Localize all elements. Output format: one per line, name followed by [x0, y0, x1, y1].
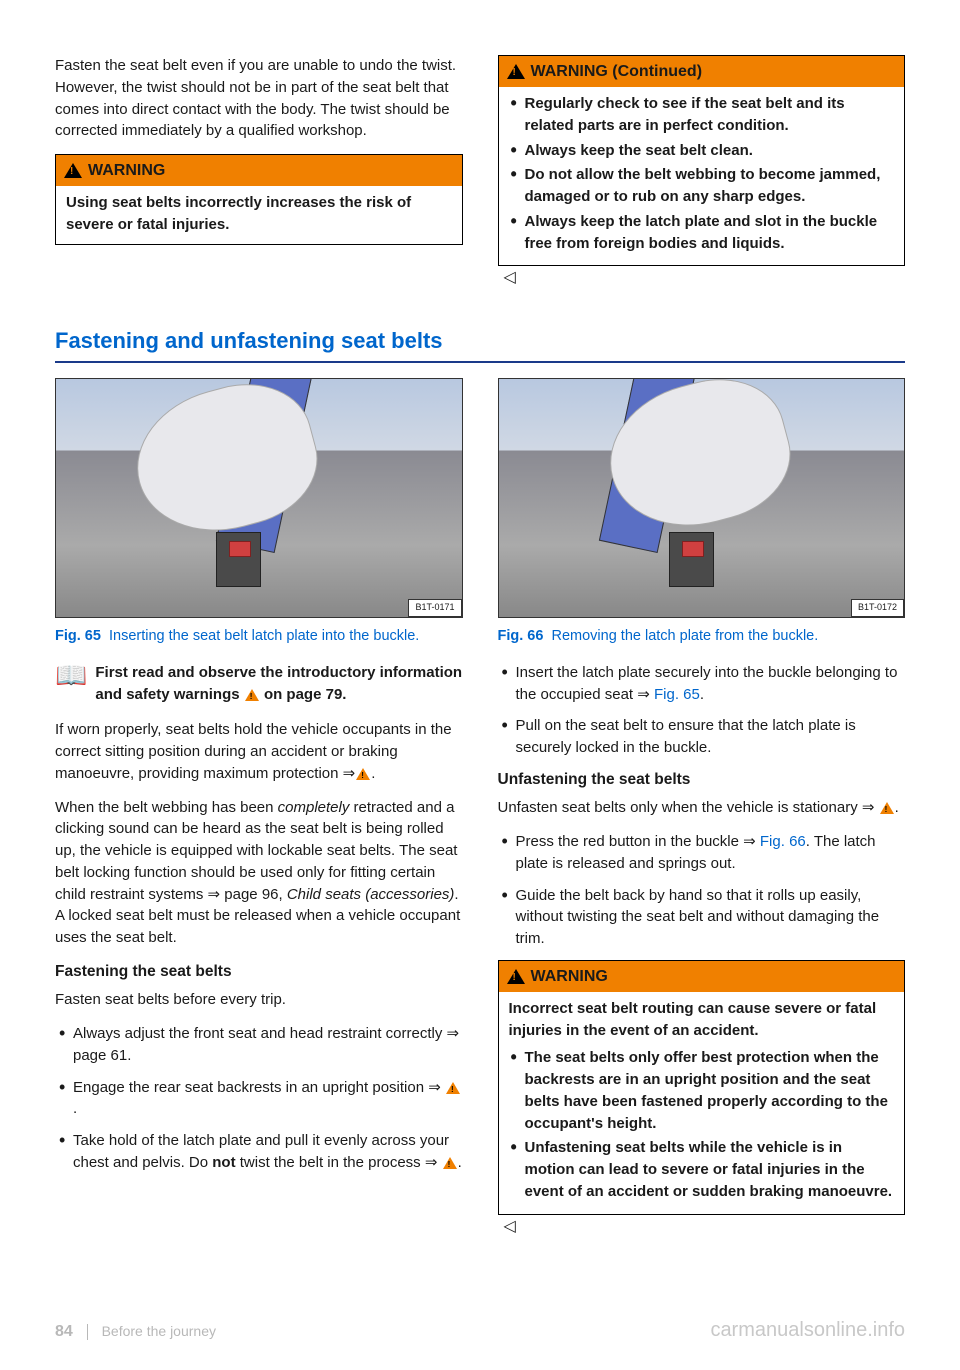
- right-item: Insert the latch plate securely into the…: [498, 662, 906, 706]
- unfasten-item1-a: Press the red button in the buckle ⇒: [516, 833, 756, 850]
- fig66-num: Fig. 66: [498, 628, 544, 644]
- top-right-col: WARNING (Continued) Regularly check to s…: [498, 55, 906, 290]
- warning-body: Using seat belts incorrectly increases t…: [56, 186, 462, 244]
- footer-left: 84 Before the journey: [55, 1320, 216, 1343]
- warning-box-1: WARNING Using seat belts incorrectly inc…: [55, 154, 463, 245]
- fig65-image: B1T-0171: [55, 378, 463, 618]
- body-row: 📖 First read and observe the introductor…: [55, 662, 905, 1238]
- watermark: carmanualsonline.info: [710, 1316, 905, 1345]
- book-icon: 📖: [55, 662, 87, 688]
- read-first-page: on page 79.: [264, 686, 347, 703]
- fasten-item: Always adjust the front seat and head re…: [55, 1023, 463, 1067]
- warning-triangle-icon: [880, 802, 894, 814]
- unfasten-intro-text: Unfasten seat belts only when the vehicl…: [498, 799, 875, 816]
- right-list-1: Insert the latch plate securely into the…: [498, 662, 906, 759]
- section-heading: Fastening and unfastening seat belts: [55, 325, 905, 363]
- body-right-col: Insert the latch plate securely into the…: [498, 662, 906, 1238]
- warning3-header: WARNING: [499, 961, 905, 992]
- warning3-header-text: WARNING: [531, 965, 608, 988]
- page-number: 84: [55, 1323, 73, 1340]
- fig66-caption: Fig. 66 Removing the latch plate from th…: [498, 626, 906, 646]
- warning3-item: The seat belts only offer best protectio…: [509, 1047, 895, 1134]
- warning-triangle-icon: [507, 969, 525, 984]
- fastening-heading: Fastening the seat belts: [55, 961, 463, 983]
- unfasten-list: Press the red button in the buckle ⇒ Fig…: [498, 831, 906, 950]
- para-retract-t1: When the belt webbing has been: [55, 799, 278, 816]
- fasten-intro: Fasten seat belts before every trip.: [55, 989, 463, 1011]
- fig65-tag: B1T-0171: [408, 599, 461, 616]
- warning3-item: Unfastening seat belts while the vehicle…: [509, 1137, 895, 1202]
- warning-triangle-icon: [507, 64, 525, 79]
- body-left-col: 📖 First read and observe the introductor…: [55, 662, 463, 1238]
- figures-row: B1T-0171 Fig. 65 Inserting the seat belt…: [55, 378, 905, 662]
- fig66-caption-text: Removing the latch plate from the buckle…: [552, 628, 819, 644]
- top-row: Fasten the seat belt even if you are una…: [55, 55, 905, 290]
- para-retract: When the belt webbing has been completel…: [55, 797, 463, 949]
- warning-cont-item: Always keep the latch plate and slot in …: [509, 211, 895, 255]
- right-item: Pull on the seat belt to ensure that the…: [498, 715, 906, 759]
- warning-triangle-icon: [245, 689, 259, 701]
- warning3-body: Incorrect seat belt routing can cause se…: [499, 992, 905, 1214]
- warning-cont-item: Do not allow the belt webbing to become …: [509, 164, 895, 208]
- fig65-num: Fig. 65: [55, 628, 101, 644]
- read-first-row: 📖 First read and observe the introductor…: [55, 662, 463, 706]
- top-left-col: Fasten the seat belt even if you are una…: [55, 55, 463, 290]
- fasten-item: Take hold of the latch plate and pull it…: [55, 1130, 463, 1174]
- warning-cont-header-text: WARNING (Continued): [531, 60, 703, 83]
- fig65-caption: Fig. 65 Inserting the seat belt latch pl…: [55, 626, 463, 646]
- para-retract-it2: Child seats (accessories): [287, 886, 455, 903]
- warning-header-text: WARNING: [88, 159, 165, 182]
- section-end-marker: ◁: [504, 1215, 516, 1238]
- fig65-caption-text: Inserting the seat belt latch plate into…: [109, 628, 419, 644]
- fasten-item: Engage the rear seat backrests in an upr…: [55, 1077, 463, 1121]
- warning-cont-header: WARNING (Continued): [499, 56, 905, 87]
- warning-triangle-icon: [446, 1082, 460, 1094]
- warning-cont-item: Regularly check to see if the seat belt …: [509, 93, 895, 137]
- warning3-lead: Incorrect seat belt routing can cause se…: [509, 998, 895, 1042]
- unfasten-item: Guide the belt back by hand so that it r…: [498, 885, 906, 950]
- section-end-marker: ◁: [504, 266, 516, 289]
- warning-triangle-icon: [443, 1157, 457, 1169]
- para-hold-text: If worn properly, seat belts hold the ve…: [55, 721, 452, 782]
- unfasten-item: Press the red button in the buckle ⇒ Fig…: [498, 831, 906, 875]
- read-first-text: First read and observe the introductory …: [95, 662, 462, 706]
- unfasten-intro: Unfasten seat belts only when the vehicl…: [498, 797, 906, 819]
- fasten-list: Always adjust the front seat and head re…: [55, 1023, 463, 1174]
- fasten-item-text: Engage the rear seat backrests in an upr…: [73, 1079, 441, 1096]
- warning-triangle-icon: [356, 768, 370, 780]
- warning-box-3: WARNING Incorrect seat belt routing can …: [498, 960, 906, 1215]
- para-retract-it1: completely: [278, 799, 350, 816]
- unfastening-heading: Unfastening the seat belts: [498, 769, 906, 791]
- fig65-ref-link: Fig. 65: [654, 686, 700, 703]
- warning-triangle-icon: [64, 163, 82, 178]
- fasten-item3-c: twist the belt in the process ⇒: [236, 1154, 438, 1171]
- fig66-image: B1T-0172: [498, 378, 906, 618]
- fig66-ref-link: Fig. 66: [760, 833, 806, 850]
- para-hold: If worn properly, seat belts hold the ve…: [55, 719, 463, 784]
- chapter-name: Before the journey: [102, 1323, 216, 1339]
- fig66-col: B1T-0172 Fig. 66 Removing the latch plat…: [498, 378, 906, 662]
- warning-cont-item: Always keep the seat belt clean.: [509, 140, 895, 162]
- intro-paragraph: Fasten the seat belt even if you are una…: [55, 55, 463, 142]
- warning-box-continued: WARNING (Continued) Regularly check to s…: [498, 55, 906, 266]
- fig66-tag: B1T-0172: [851, 599, 904, 616]
- warning-header: WARNING: [56, 155, 462, 186]
- fig65-col: B1T-0171 Fig. 65 Inserting the seat belt…: [55, 378, 463, 662]
- page-footer: 84 Before the journey carmanualsonline.i…: [55, 1316, 905, 1345]
- warning-cont-body: Regularly check to see if the seat belt …: [499, 87, 905, 265]
- right-item-text: Insert the latch plate securely into the…: [516, 664, 898, 703]
- fasten-item3-b: not: [212, 1154, 235, 1171]
